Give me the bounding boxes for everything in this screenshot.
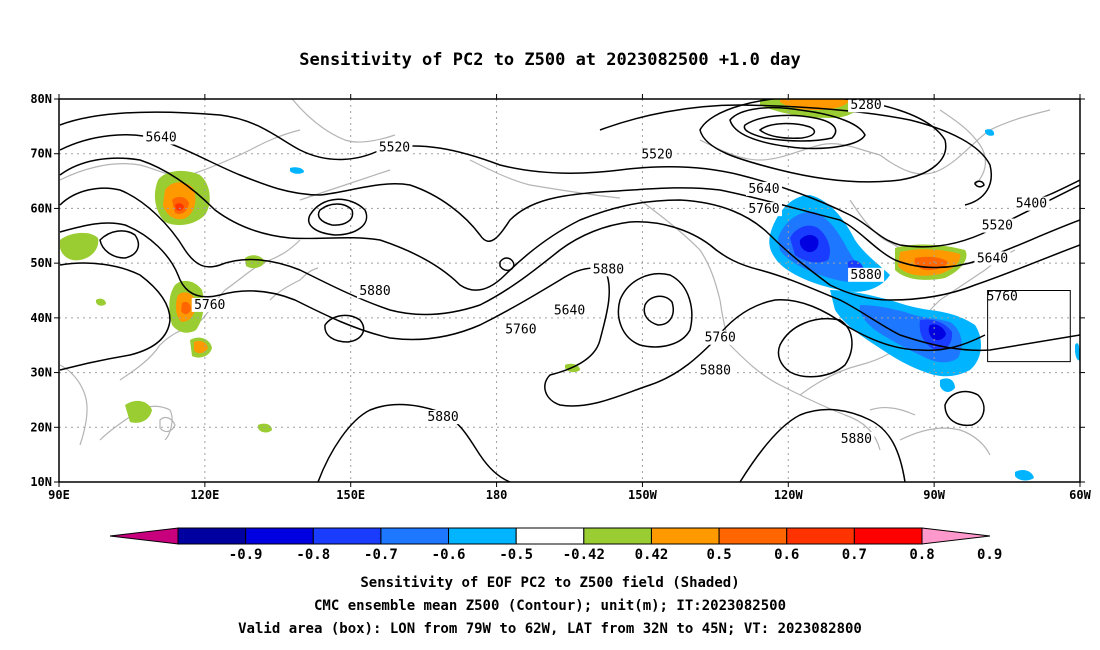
lon-label: 90W: [923, 488, 945, 502]
colorbar-label: -0.9: [229, 547, 263, 563]
colorbar-swatch-9: [786, 527, 855, 545]
colorbar-label: 0.8: [909, 547, 934, 563]
contour-label-bg-2: [639, 147, 676, 162]
contour-label: 5400: [1016, 197, 1047, 212]
lon-label: 150W: [628, 488, 658, 502]
colorbar-label: -0.42: [563, 547, 605, 563]
colorbar-labels: -0.9 -0.8 -0.7 -0.6 -0.5 -0.42 0.42 0.5 0.6 0.7 0.…: [229, 547, 1003, 563]
contour-label-bg-1: [376, 140, 413, 155]
longitude-labels: 90E 120E 150E 180 150W 120W 90W 60W: [48, 488, 1091, 502]
contour-label-bg-18: [425, 410, 462, 425]
contour-label-bg-10: [848, 267, 885, 282]
contour-label-bg-0: [143, 130, 180, 145]
lon-label: 150E: [336, 488, 365, 502]
contour-label: 5280: [850, 98, 881, 113]
contour-label: 5760: [748, 202, 779, 217]
lat-label: 30N: [30, 366, 52, 380]
latitude-labels: 10N 20N 30N 40N 50N 60N 70N 80N: [30, 92, 52, 489]
colorbar: [109, 527, 991, 545]
caption-shaded: Sensitivity of EOF PC2 to Z500 field (Sh…: [360, 575, 740, 591]
axis-ticks: [54, 94, 1085, 487]
colorbar-label: 0.6: [774, 547, 799, 563]
contour-label: 5640: [977, 251, 1008, 266]
colorbar-swatch-1: [245, 527, 314, 545]
colorbar-swatch-7: [650, 527, 720, 545]
contour-label-bg-16: [357, 284, 394, 299]
sensitivity-shading: [60, 99, 1080, 481]
contour-label: 5880: [359, 284, 390, 299]
colorbar-label: -0.6: [432, 547, 466, 563]
lon-label: 90E: [48, 488, 70, 502]
colorbar-label: -0.5: [499, 547, 533, 563]
contour-label: 5880: [700, 364, 731, 379]
lon-label: 120E: [190, 488, 219, 502]
contour-label-bg-5: [745, 202, 782, 217]
contour-label-bg-12: [551, 303, 588, 318]
lat-label: 20N: [30, 420, 52, 434]
caption-valid-area: Valid area (box): LON from 79W to 62W, L…: [238, 621, 862, 637]
contour-label: 5640: [748, 182, 779, 197]
contour-label: 5640: [554, 303, 585, 318]
lat-label: 40N: [30, 311, 52, 325]
contour-label-bg-13: [502, 322, 539, 337]
map-title: Sensitivity of PC2 to Z500 at 2023082500…: [299, 50, 801, 70]
colorbar-swatch-3: [380, 527, 450, 545]
colorbar-label: 0.9: [977, 547, 1002, 563]
contour-label-bg-17: [191, 297, 228, 312]
contour-label-bg-7: [979, 218, 1016, 233]
contour-label: 5640: [145, 130, 176, 145]
colorbar-swatch-10: [853, 527, 923, 545]
colorbar-swatch-0: [177, 527, 247, 545]
contour-label-bg-4: [745, 181, 782, 196]
lat-label: 50N: [30, 256, 52, 270]
colorbar-label: -0.7: [364, 547, 398, 563]
colorbar-swatch-2: [312, 527, 382, 545]
contour-label: 5760: [705, 331, 736, 346]
colorbar-label: -0.8: [296, 547, 330, 563]
colorbar-label: 0.7: [842, 547, 867, 563]
lon-label: 120W: [774, 488, 804, 502]
lat-label: 10N: [30, 475, 52, 489]
contour-label-bg-6: [1013, 196, 1050, 211]
colorbar-label: 0.42: [635, 547, 669, 563]
contour-label: 5760: [505, 323, 536, 338]
contour-label-bg-9: [984, 289, 1021, 304]
valid-area-box: [987, 290, 1071, 363]
colorbar-max-arrow: [921, 527, 991, 545]
map-gridlines: [59, 99, 1080, 482]
contour-label-bg-15: [697, 363, 734, 378]
map-frame: [58, 98, 1081, 483]
lat-label: 60N: [30, 201, 52, 215]
lat-label: 80N: [30, 92, 52, 106]
contour-label-bg-3: [848, 98, 885, 113]
contour-label: 5880: [850, 268, 881, 283]
contour-label-bg-11: [590, 262, 627, 277]
contour-label-bg-19: [838, 431, 875, 446]
contour-label: 5520: [641, 147, 672, 162]
contour-label: 5880: [593, 262, 624, 277]
contour-label: 5520: [982, 219, 1013, 234]
colorbar-swatch-6: [583, 527, 652, 545]
contour-label-bg-8: [974, 251, 1011, 266]
contour-label: 5880: [841, 432, 872, 447]
contour-label: 5520: [379, 140, 410, 155]
colorbar-label: 0.5: [706, 547, 731, 563]
z500-contours: [59, 99, 1080, 482]
contour-label-bg-14: [702, 330, 739, 345]
colorbar-swatch-5: [515, 527, 585, 545]
contour-label: 5760: [194, 298, 225, 313]
colorbar-swatch-4: [448, 527, 517, 545]
lat-label: 70N: [30, 147, 52, 161]
contour-label: 5760: [987, 290, 1018, 305]
colorbar-swatch-8: [718, 527, 788, 545]
lon-label: 180: [486, 488, 508, 502]
caption-contour: CMC ensemble mean Z500 (Contour); unit(m…: [313, 598, 786, 614]
contour-label: 5880: [427, 410, 458, 425]
lon-label: 60W: [1069, 488, 1091, 502]
colorbar-min-arrow: [109, 527, 179, 545]
